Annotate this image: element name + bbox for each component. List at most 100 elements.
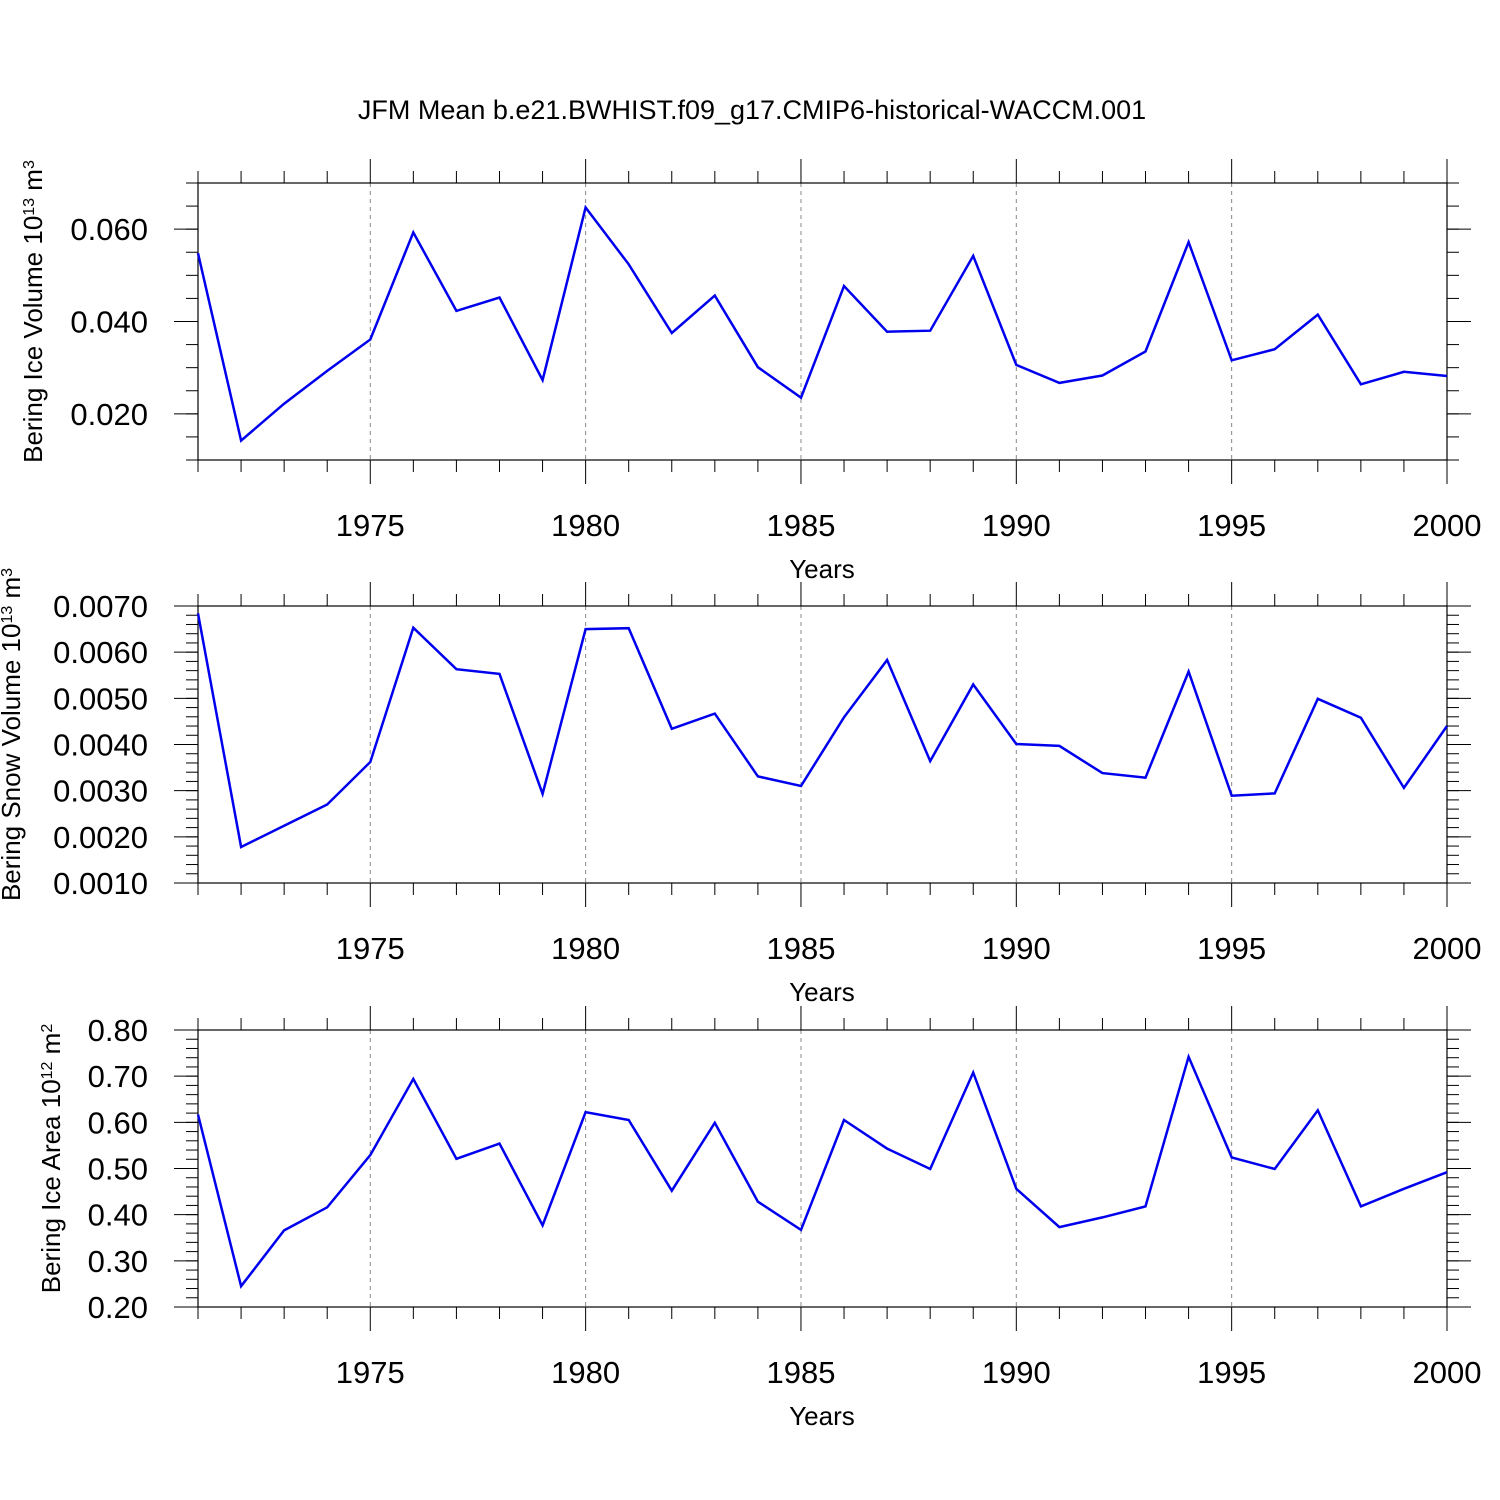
- data-point: [1445, 374, 1449, 378]
- data-point: [713, 712, 717, 716]
- y-axis-label-exponent: 13: [0, 606, 16, 624]
- data-point: [1187, 240, 1191, 244]
- data-point: [1230, 1155, 1234, 1159]
- data-point: [196, 251, 200, 255]
- series-line: [196, 613, 1449, 849]
- data-point: [282, 1228, 286, 1232]
- data-point: [368, 760, 372, 764]
- y-axis-label: Bering Ice Area 1012 m2: [36, 1024, 66, 1294]
- x-tick-label: 1985: [766, 1355, 835, 1390]
- data-point: [584, 1110, 588, 1114]
- data-point: [1230, 358, 1234, 362]
- data-point: [282, 402, 286, 406]
- data-point: [627, 1118, 631, 1122]
- data-point: [1273, 791, 1277, 795]
- y-tick-label: 0.0060: [53, 635, 148, 670]
- data-point: [1359, 716, 1363, 720]
- data-point: [885, 1147, 889, 1151]
- panel-1: 1975 1980 1985 1990 1995 2000 Years 0.020 0.040 0…: [18, 159, 1481, 584]
- data-point: [1359, 1204, 1363, 1208]
- data-point: [1014, 363, 1018, 367]
- x-axis-label: Years: [789, 554, 855, 584]
- data-point: [584, 205, 588, 209]
- data-point: [670, 1189, 674, 1193]
- y-axis-label-main: Bering Snow Volume 10: [0, 624, 26, 902]
- data-point: [928, 1167, 932, 1171]
- panel-2: 1975 1980 1985 1990 1995 2000 Years 0.0010 0.002…: [0, 568, 1481, 1007]
- y-tick-label: 0.80: [88, 1013, 148, 1048]
- series-line: [196, 204, 1448, 443]
- data-point: [1316, 697, 1320, 701]
- x-tick-label: 1975: [336, 1355, 405, 1390]
- panels-container: 1975 1980 1985 1990 1995 2000 Years 0.020 0.040 0…: [0, 159, 1481, 1431]
- y-axis-label-unit-exponent: 2: [39, 1024, 56, 1033]
- panel-3: 1975 1980 1985 1990 1995 2000 Years 0.20 0.30 0.4…: [36, 1006, 1481, 1431]
- data-point: [541, 792, 545, 796]
- data-point: [799, 1228, 803, 1232]
- y-tick-label: 0.60: [88, 1105, 148, 1140]
- x-axis-label: Years: [789, 1401, 855, 1431]
- data-point: [713, 1121, 717, 1125]
- data-point: [756, 365, 760, 369]
- data-point: [282, 824, 286, 828]
- y-tick-label: 0.060: [70, 212, 148, 247]
- data-point: [454, 309, 458, 313]
- x-tick-label: 1995: [1197, 1355, 1266, 1390]
- data-point: [1057, 381, 1061, 385]
- x-axis-label: Years: [789, 977, 855, 1007]
- data-point: [670, 727, 674, 731]
- y-tick-label: 0.020: [70, 397, 148, 432]
- x-tick-label: 2000: [1413, 1355, 1482, 1390]
- data-point: [541, 1223, 545, 1227]
- x-tick-label: 1985: [766, 931, 835, 966]
- data-point: [454, 667, 458, 671]
- data-point: [325, 1205, 329, 1209]
- data-point: [1402, 1187, 1406, 1191]
- x-tick-label: 1980: [551, 1355, 620, 1390]
- data-point: [1187, 670, 1191, 674]
- data-point: [971, 1070, 975, 1074]
- x-tick-label: 1980: [551, 508, 620, 543]
- y-tick-label: 0.0050: [53, 681, 148, 716]
- data-point: [1057, 744, 1061, 748]
- data-point: [756, 774, 760, 778]
- data-point: [1445, 724, 1449, 728]
- x-tick-label: 1990: [982, 1355, 1051, 1390]
- data-point: [1144, 1204, 1148, 1208]
- y-tick-label: 0.0030: [53, 774, 148, 809]
- plot-frame: [197, 1029, 1448, 1308]
- x-tick-label: 1975: [336, 931, 405, 966]
- data-point: [756, 1200, 760, 1204]
- data-point: [799, 784, 803, 788]
- x-tick-label: 1990: [982, 931, 1051, 966]
- y-tick-label: 0.0070: [53, 589, 148, 624]
- y-tick-label: 0.0040: [53, 728, 148, 763]
- data-point: [971, 254, 975, 258]
- y-axis-label-unit: m: [18, 169, 48, 198]
- data-point: [1057, 1225, 1061, 1229]
- y-tick-label: 0.0010: [53, 866, 148, 901]
- y-axis-label-unit: m: [36, 1033, 66, 1062]
- data-point: [1144, 776, 1148, 780]
- data-point: [196, 1112, 200, 1116]
- data-point: [497, 1142, 501, 1146]
- data-point: [411, 1077, 415, 1081]
- data-point: [1100, 771, 1104, 775]
- x-tick-label: 2000: [1413, 931, 1482, 966]
- x-tick-label: 1990: [982, 508, 1051, 543]
- data-point: [799, 396, 803, 400]
- y-axis-label-exponent: 13: [21, 198, 38, 216]
- data-point: [1359, 382, 1363, 386]
- data-point: [928, 329, 932, 333]
- data-point: [885, 658, 889, 662]
- data-point: [627, 626, 631, 630]
- data-point: [325, 803, 329, 807]
- x-tick-label: 1995: [1197, 508, 1266, 543]
- data-point: [928, 759, 932, 763]
- data-point: [454, 1157, 458, 1161]
- data-point: [1316, 313, 1320, 317]
- data-point: [1100, 374, 1104, 378]
- x-tick-label: 1985: [766, 508, 835, 543]
- y-axis-label-main: Bering Ice Volume 10: [18, 216, 48, 463]
